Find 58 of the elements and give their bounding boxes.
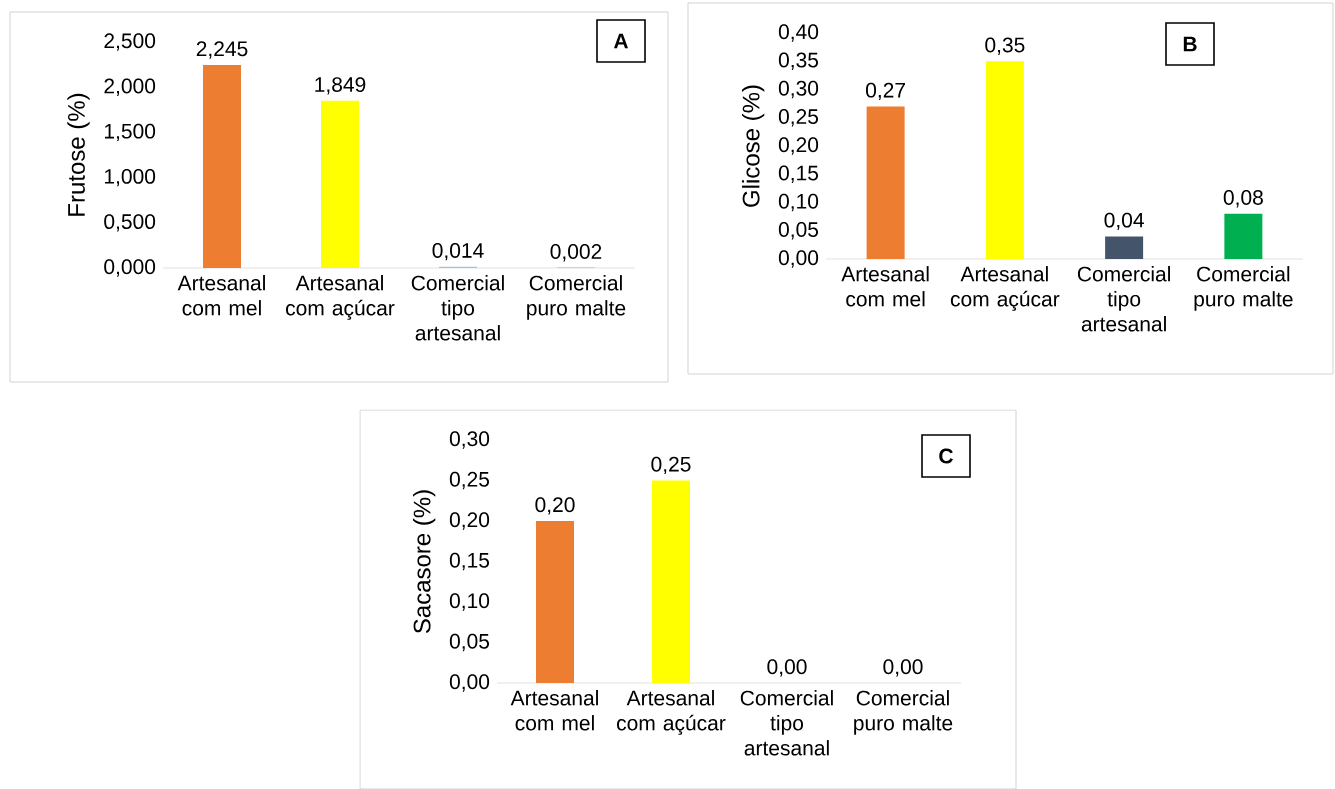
y-tick-label: 0,15: [449, 552, 490, 571]
data-label: 0,27: [866, 82, 905, 101]
data-label: 0,25: [651, 456, 691, 475]
y-tick-label: 0,25: [449, 471, 490, 490]
data-label: 0,04: [1104, 212, 1144, 231]
y-tick-label: 0,40: [778, 24, 819, 42]
x-tick-label: Artesanal com açúcar: [617, 690, 726, 735]
y-tick-label: 0,05: [778, 222, 819, 240]
data-label: 0,002: [550, 244, 602, 262]
y-tick-label: 0,30: [449, 431, 490, 449]
bar: [1224, 213, 1263, 260]
y-axis-title: Glicose (%): [741, 85, 765, 207]
x-tick-label: Comercial puro malte: [1194, 266, 1293, 311]
x-tick-label: Artesanal com açúcar: [286, 275, 395, 320]
y-tick-label: 0,000: [104, 259, 156, 277]
bar: [985, 61, 1024, 260]
y-tick-label: 1,000: [104, 168, 156, 187]
y-tick-label: 0,20: [449, 512, 490, 530]
annotation: B: [1183, 36, 1197, 52]
x-tick-label: Comercial puro malte: [527, 275, 626, 320]
x-tick-label: Comercial tipo artesanal: [411, 275, 504, 341]
data-label: 0,35: [985, 37, 1025, 55]
y-tick-label: 0,20: [778, 137, 819, 155]
y-axis-title: Frutose (%): [67, 93, 90, 216]
x-tick-label: Artesanal com mel: [177, 275, 265, 316]
bar: [866, 106, 905, 260]
annotation: C: [939, 448, 954, 464]
y-tick-label: 0,35: [778, 52, 819, 70]
y-tick-label: 0,00: [778, 250, 819, 268]
data-label: 0,00: [767, 659, 807, 677]
data-label: 2,245: [196, 41, 248, 59]
bar: [203, 65, 241, 269]
data-label: 1,849: [315, 77, 366, 95]
y-tick-label: 1,500: [104, 123, 156, 142]
data-label: 0,00: [883, 659, 923, 677]
x-tick-label: Artesanal com mel: [841, 266, 929, 307]
y-tick-label: 0,10: [778, 193, 819, 212]
data-label: 0,014: [432, 243, 484, 261]
y-tick-label: 0,30: [778, 80, 819, 99]
y-tick-label: 2,000: [104, 78, 156, 96]
y-tick-label: 0,10: [449, 593, 490, 611]
bar: [321, 100, 359, 269]
x-tick-label: Artesanal com açúcar: [950, 266, 1060, 311]
data-label: 0,08: [1223, 190, 1263, 208]
annotation: A: [613, 33, 629, 49]
y-tick-label: 0,00: [449, 674, 490, 692]
y-tick-label: 0,15: [778, 165, 819, 183]
y-tick-label: 2,500: [104, 33, 156, 51]
bar: [1105, 236, 1144, 260]
y-tick-label: 0,05: [449, 633, 490, 652]
x-tick-label: Comercial puro malte: [854, 690, 953, 735]
y-tick-label: 0,25: [778, 109, 819, 127]
y-tick-label: 0,500: [104, 214, 156, 232]
x-tick-label: Artesanal com mel: [510, 690, 598, 731]
data-label: 0,20: [535, 497, 575, 515]
x-tick-label: Comercial tipo artesanal: [1077, 266, 1170, 332]
y-axis-title: Sacasore (%): [412, 490, 436, 634]
x-tick-label: Comercial tipo artesanal: [740, 690, 833, 756]
